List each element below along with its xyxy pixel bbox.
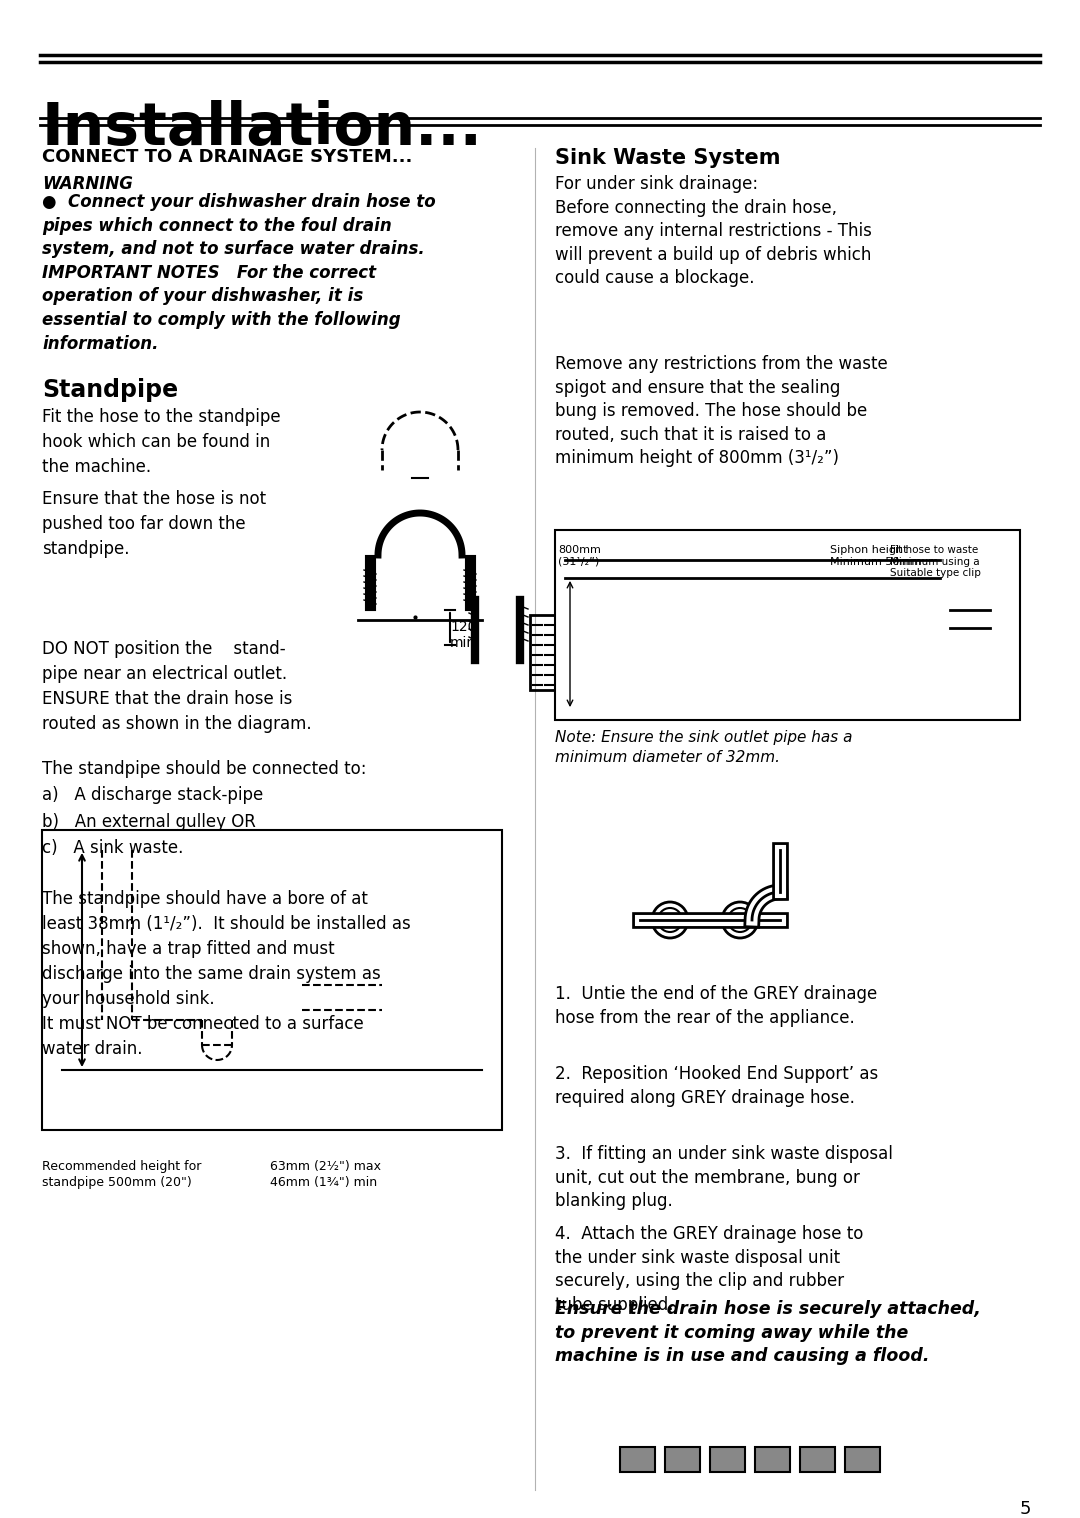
Bar	[620, 1447, 654, 1472]
Text: Ensure the drain hose is securely attached,
to prevent it coming away while the
: Ensure the drain hose is securely attach…	[555, 1299, 981, 1365]
Bar	[800, 1447, 835, 1472]
Bar	[42, 830, 502, 1129]
Text: 800mm
(31¹/₂”): 800mm (31¹/₂”)	[558, 545, 600, 566]
Text: Sink Waste System: Sink Waste System	[555, 147, 781, 168]
Bar	[710, 1447, 745, 1472]
Bar	[530, 615, 558, 691]
Text: Standpipe: Standpipe	[42, 378, 178, 402]
Bar	[845, 1447, 880, 1472]
Text: DO NOT position the    stand-
pipe near an electrical outlet.
ENSURE that the dr: DO NOT position the stand- pipe near an …	[42, 641, 312, 733]
Text: 1.  Untie the end of the GREY drainage
hose from the rear of the appliance.: 1. Untie the end of the GREY drainage ho…	[555, 985, 877, 1026]
Text: 5: 5	[1020, 1500, 1031, 1518]
Bar	[755, 1447, 789, 1472]
Text: Remove any restrictions from the waste
spigot and ensure that the sealing
bung i: Remove any restrictions from the waste s…	[555, 355, 888, 468]
Text: 3.  If fitting an under sink waste disposal
unit, cut out the membrane, bung or
: 3. If fitting an under sink waste dispos…	[555, 1145, 893, 1210]
Text: CONNECT TO A DRAINAGE SYSTEM...: CONNECT TO A DRAINAGE SYSTEM...	[42, 147, 413, 165]
Text: Fit hose to waste
Minimum using a
Suitable type clip: Fit hose to waste Minimum using a Suitab…	[890, 545, 981, 578]
Text: Siphon height
Minimum 50mm: Siphon height Minimum 50mm	[831, 545, 921, 566]
Text: WARNING: WARNING	[42, 175, 133, 193]
Text: 2.  Reposition ‘Hooked End Support’ as
required along GREY drainage hose.: 2. Reposition ‘Hooked End Support’ as re…	[555, 1066, 878, 1107]
Text: Installation...: Installation...	[42, 100, 483, 156]
Bar	[555, 530, 1020, 720]
Text: Fit the hose to the standpipe
hook which can be found in
the machine.: Fit the hose to the standpipe hook which…	[42, 408, 281, 477]
Text: 4.  Attach the GREY drainage hose to
the under sink waste disposal unit
securely: 4. Attach the GREY drainage hose to the …	[555, 1225, 863, 1313]
Text: Ensure that the hose is not
pushed too far down the
standpipe.: Ensure that the hose is not pushed too f…	[42, 490, 266, 559]
Text: The standpipe should have a bore of at
least 38mm (1¹/₂”).  It should be install: The standpipe should have a bore of at l…	[42, 890, 410, 1058]
Bar	[665, 1447, 700, 1472]
Text: The standpipe should be connected to:
a)   A discharge stack-pipe
b)   An extern: The standpipe should be connected to: a)…	[42, 761, 366, 858]
Text: ●  Connect your dishwasher drain hose to
pipes which connect to the foul drain
s: ● Connect your dishwasher drain hose to …	[42, 193, 435, 352]
Text: Recommended height for
standpipe 500mm (20"): Recommended height for standpipe 500mm (…	[42, 1160, 201, 1189]
Text: 120
min: 120 min	[450, 619, 476, 650]
Text: For under sink drainage:
Before connecting the drain hose,
remove any internal r: For under sink drainage: Before connecti…	[555, 175, 872, 287]
Text: 63mm (2½") max
46mm (1¾") min: 63mm (2½") max 46mm (1¾") min	[270, 1160, 381, 1189]
Text: Note: Ensure the sink outlet pipe has a
minimum diameter of 32mm.: Note: Ensure the sink outlet pipe has a …	[555, 730, 852, 765]
